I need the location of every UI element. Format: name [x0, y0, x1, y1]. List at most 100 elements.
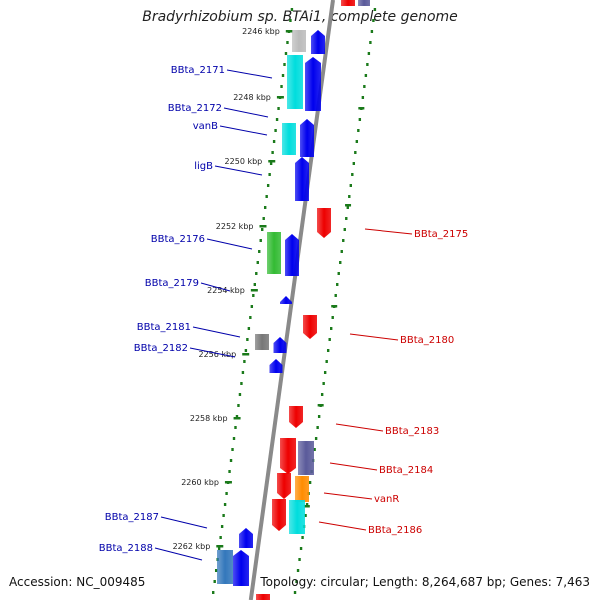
gene-block[interactable]	[292, 30, 306, 52]
gene-feature[interactable]	[303, 315, 317, 339]
gene-block[interactable]	[267, 232, 281, 274]
track-dot	[252, 294, 255, 297]
track-dot	[325, 360, 328, 363]
gene-label-reverse[interactable]: BBta_2175	[414, 229, 468, 240]
track-dot	[295, 580, 298, 583]
gene-feature[interactable]	[233, 550, 249, 586]
gene-feature[interactable]	[272, 499, 286, 531]
gene-block[interactable]	[298, 441, 314, 475]
gene-feature[interactable]	[311, 30, 325, 54]
gene-label-reverse[interactable]: vanR	[374, 494, 399, 505]
gene-label-reverse[interactable]: BBta_2184	[379, 465, 433, 476]
gene-block[interactable]	[289, 500, 305, 534]
track-dot	[241, 371, 245, 374]
gene-feature[interactable]	[267, 232, 281, 274]
track-dot	[212, 591, 215, 594]
gene-arrow-down[interactable]	[280, 438, 296, 474]
gene-label-forward[interactable]: ligB	[194, 161, 213, 172]
track-dot	[258, 250, 261, 253]
track-dot	[322, 382, 325, 385]
track-dot	[246, 338, 249, 341]
gene-feature[interactable]	[298, 441, 314, 475]
gene-label-forward[interactable]: BBta_2188	[99, 543, 153, 554]
tick-label: 2252 kbp	[216, 222, 254, 231]
gene-arrow-up[interactable]	[273, 337, 287, 353]
track-dot	[223, 503, 227, 506]
tick-label: 2260 kbp	[181, 478, 219, 487]
gene-block[interactable]	[341, 0, 355, 6]
gene-feature[interactable]	[295, 476, 309, 502]
label-leader-line	[206, 238, 253, 250]
gene-block[interactable]	[256, 594, 270, 600]
gene-arrow-up[interactable]	[311, 30, 325, 54]
gene-arrow-up[interactable]	[295, 157, 309, 201]
gene-feature[interactable]	[273, 337, 287, 353]
gene-feature[interactable]	[285, 234, 299, 276]
track-dot	[339, 261, 342, 264]
gene-arrow-up[interactable]	[305, 57, 321, 111]
gene-feature[interactable]	[305, 57, 321, 111]
gene-label-forward[interactable]: BBta_2171	[171, 65, 225, 76]
track-dot	[263, 206, 267, 209]
gene-label-forward[interactable]: BBta_2181	[137, 322, 191, 333]
tick-mark	[242, 353, 250, 356]
gene-arrow-down[interactable]	[303, 315, 317, 339]
gene-arrow-up[interactable]	[280, 296, 292, 304]
gene-block[interactable]	[287, 55, 303, 109]
track-dot	[277, 107, 280, 110]
gene-block[interactable]	[217, 550, 233, 584]
gene-feature[interactable]	[282, 123, 296, 155]
gene-label-forward[interactable]: BBta_2172	[168, 103, 222, 114]
tick-mark	[224, 481, 232, 484]
gene-feature[interactable]	[295, 157, 309, 201]
gene-feature[interactable]	[289, 500, 305, 534]
gene-feature[interactable]	[289, 406, 303, 428]
gene-arrow-up[interactable]	[233, 550, 249, 586]
gene-block[interactable]	[295, 476, 309, 502]
track-dot	[366, 63, 369, 66]
gene-feature[interactable]	[341, 0, 355, 6]
gene-arrow-up[interactable]	[269, 359, 283, 373]
gene-feature[interactable]	[287, 55, 303, 109]
gene-label-forward[interactable]: BBta_2182	[134, 343, 188, 354]
gene-block[interactable]	[282, 123, 296, 155]
label-leader-line	[219, 125, 268, 136]
track-dot	[234, 426, 237, 429]
gene-label-forward[interactable]: BBta_2187	[105, 512, 159, 523]
gene-feature[interactable]	[300, 119, 314, 157]
gene-feature[interactable]	[317, 208, 331, 238]
track-dot	[304, 514, 307, 517]
track-dot	[265, 195, 268, 198]
gene-arrow-up[interactable]	[285, 234, 299, 276]
gene-feature[interactable]	[239, 528, 253, 548]
track-dot	[357, 129, 360, 132]
gene-block[interactable]	[255, 334, 269, 350]
gene-feature[interactable]	[358, 0, 370, 6]
gene-block[interactable]	[358, 0, 370, 6]
track-dot	[367, 52, 371, 55]
track-dot	[337, 272, 340, 275]
gene-feature[interactable]	[255, 334, 269, 350]
track-dot	[261, 228, 264, 231]
gene-feature[interactable]	[292, 30, 306, 52]
gene-label-reverse[interactable]: BBta_2186	[368, 525, 422, 536]
gene-arrow-down[interactable]	[289, 406, 303, 428]
gene-feature[interactable]	[217, 550, 233, 584]
gene-label-forward[interactable]: BBta_2179	[145, 278, 199, 289]
gene-label-reverse[interactable]: BBta_2180	[400, 335, 454, 346]
gene-label-forward[interactable]: BBta_2176	[151, 234, 205, 245]
gene-feature[interactable]	[280, 296, 292, 304]
tick-mark	[268, 160, 276, 163]
gene-feature[interactable]	[269, 359, 283, 373]
gene-label-forward[interactable]: vanB	[193, 121, 218, 132]
gene-feature[interactable]	[277, 473, 291, 499]
gene-arrow-up[interactable]	[239, 528, 253, 548]
gene-arrow-down[interactable]	[272, 499, 286, 531]
gene-feature[interactable]	[256, 594, 270, 600]
tick-mark	[276, 96, 284, 99]
gene-feature[interactable]	[280, 438, 296, 474]
gene-label-reverse[interactable]: BBta_2183	[385, 426, 439, 437]
gene-arrow-up[interactable]	[300, 119, 314, 157]
gene-arrow-down[interactable]	[277, 473, 291, 499]
gene-arrow-down[interactable]	[317, 208, 331, 238]
